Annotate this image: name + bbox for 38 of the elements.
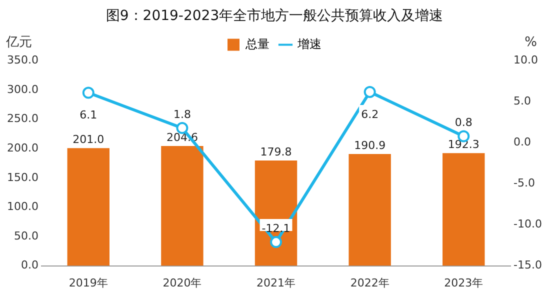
text: 179.8 — [260, 145, 292, 158]
data-label: 0.8 — [454, 116, 472, 130]
y-tick-label: 150.0 — [6, 170, 38, 184]
y-tick-label: 300.0 — [6, 82, 38, 96]
text: 201.0 — [72, 132, 104, 146]
chart-title: 图9：2019-2023年全市地方一般公共预算收入及增速 — [106, 8, 444, 24]
y-tick-label: 350.0 — [6, 54, 38, 67]
y-tick-label: 250.0 — [6, 112, 38, 126]
data-label: 6.2 — [361, 108, 379, 121]
text: 190.9 — [354, 138, 386, 152]
y-axis-title: 亿元 — [5, 35, 32, 50]
y-tick-label: 0.0 — [20, 258, 38, 272]
bar — [348, 154, 391, 266]
x-tick-label: 2021年 — [256, 276, 296, 290]
x-tick-label: 2019年 — [68, 276, 108, 290]
x-tick-label: 2022年 — [350, 276, 390, 290]
bar — [442, 153, 485, 266]
point — [364, 86, 376, 98]
y-tick-label: 200.0 — [6, 142, 38, 155]
y2-tick-label: 0.0 — [514, 136, 532, 149]
y2-tick-label: 5.0 — [514, 94, 532, 108]
y2-tick-label: 10.0 — [514, 54, 538, 67]
x-tick-label: 2020年 — [162, 276, 202, 290]
y2-tick-label: -10.0 — [514, 218, 542, 231]
data-label: 6.1 — [80, 108, 98, 122]
y-tick-label: 50.0 — [14, 229, 38, 242]
bar — [161, 146, 204, 266]
legend-label: 增速 — [296, 36, 322, 51]
legend-label: 总量 — [244, 36, 270, 51]
point — [270, 236, 282, 248]
y2-tick-label: -15.0 — [514, 258, 542, 272]
y2-tick-label: -5.0 — [514, 176, 536, 190]
point — [82, 86, 94, 99]
data-label: 1.8 — [173, 108, 191, 121]
y2-axis-title: % — [524, 35, 537, 50]
y-tick-label: 100.0 — [6, 200, 38, 214]
bar — [67, 148, 110, 266]
x-tick-label: 2023年 — [444, 276, 484, 290]
